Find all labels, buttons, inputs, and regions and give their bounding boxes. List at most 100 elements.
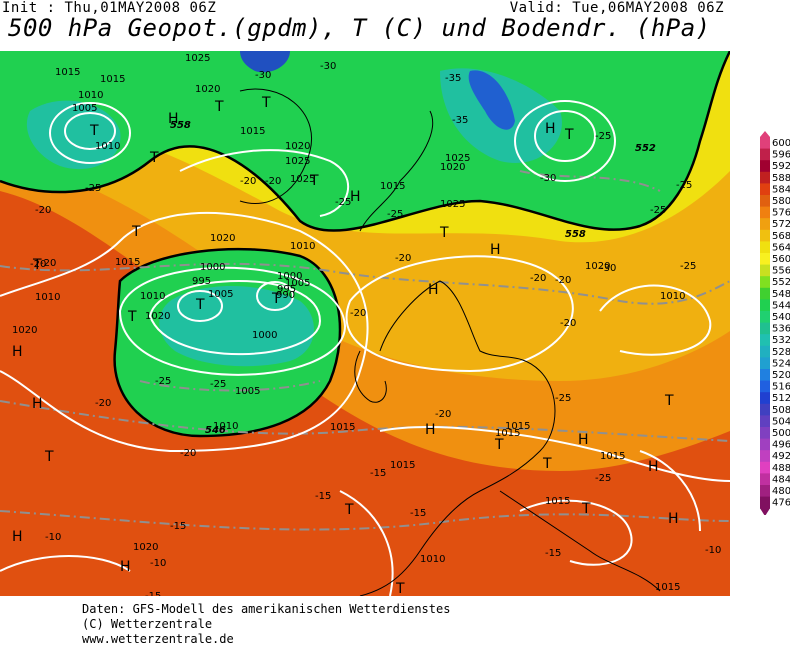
legend-swatch bbox=[760, 264, 770, 277]
legend-level-label: 492 bbox=[772, 451, 790, 462]
temperature-label: -10 bbox=[150, 558, 166, 569]
temperature-label: -25 bbox=[155, 376, 171, 387]
low-pressure-marker: T bbox=[44, 449, 54, 465]
legend-swatch bbox=[760, 218, 770, 231]
pressure-label: 1025 bbox=[285, 156, 310, 167]
legend-swatch bbox=[760, 183, 770, 196]
pressure-label: 1015 bbox=[390, 460, 415, 471]
legend-level-label: 480 bbox=[772, 486, 790, 497]
high-pressure-marker: H bbox=[32, 396, 43, 412]
legend-level-label: 540 bbox=[772, 312, 790, 323]
temperature-label: -20 bbox=[555, 275, 571, 286]
legend-swatch bbox=[760, 334, 770, 347]
pressure-label: 1020 bbox=[145, 311, 170, 322]
legend-swatch bbox=[760, 171, 770, 184]
legend-swatch bbox=[760, 496, 770, 509]
legend-level-label: 588 bbox=[772, 173, 790, 184]
temperature-label: -25 bbox=[595, 473, 611, 484]
pressure-label: 1020 bbox=[195, 84, 220, 95]
legend-level-label: 556 bbox=[772, 266, 790, 277]
high-pressure-marker: H bbox=[545, 121, 556, 137]
pressure-label: 1000 bbox=[252, 330, 277, 341]
temperature-label: -20 bbox=[40, 258, 56, 269]
legend-level-label: 592 bbox=[772, 161, 790, 172]
low-pressure-marker: T bbox=[131, 224, 141, 240]
high-pressure-marker: H bbox=[168, 111, 179, 127]
temperature-label: -20 bbox=[560, 318, 576, 329]
temperature-label: -35 bbox=[445, 73, 461, 84]
pressure-label: 1015 bbox=[505, 421, 530, 432]
legend-level-label: 532 bbox=[772, 335, 790, 346]
temperature-label: -30 bbox=[320, 61, 336, 72]
legend-level-label: 520 bbox=[772, 370, 790, 381]
pressure-label: 1005 bbox=[208, 289, 233, 300]
temperature-label: -20 bbox=[435, 409, 451, 420]
pressure-label: 1015 bbox=[495, 428, 520, 439]
pressure-label: 995 bbox=[277, 284, 296, 295]
temperature-label: -20 bbox=[240, 176, 256, 187]
legend-swatch bbox=[760, 137, 770, 150]
legend-level-label: 504 bbox=[772, 416, 790, 427]
high-pressure-marker: H bbox=[425, 422, 436, 438]
field-teal-2 bbox=[159, 286, 314, 367]
low-pressure-marker: T bbox=[89, 123, 99, 139]
temperature-label: -15 bbox=[145, 591, 161, 596]
legend-level-label: 516 bbox=[772, 382, 790, 393]
legend-level-label: 536 bbox=[772, 324, 790, 335]
temperature-label: -15 bbox=[315, 491, 331, 502]
pressure-label: 1020 bbox=[585, 261, 610, 272]
high-pressure-marker: H bbox=[578, 432, 589, 448]
legend-level-label: 500 bbox=[772, 428, 790, 439]
legend-swatch bbox=[760, 485, 770, 498]
temperature-label: -15 bbox=[410, 508, 426, 519]
pressure-label: 1010 bbox=[213, 421, 238, 432]
pressure-label: 990 bbox=[276, 290, 295, 301]
pressure-label: 1025 bbox=[445, 153, 470, 164]
pressure-label: 1010 bbox=[420, 554, 445, 565]
coastlines bbox=[239, 88, 661, 596]
high-pressure-marker: H bbox=[490, 242, 501, 258]
legend-level-label: 568 bbox=[772, 231, 790, 242]
legend-swatch bbox=[760, 311, 770, 324]
low-pressure-marker: T bbox=[494, 437, 504, 453]
temperature-label: -15 bbox=[170, 521, 186, 532]
temperature-label: -25 bbox=[387, 209, 403, 220]
legend-level-label: 552 bbox=[772, 277, 790, 288]
pressure-label: 1015 bbox=[330, 422, 355, 433]
low-pressure-marker: T bbox=[127, 309, 137, 325]
pressure-label: 1015 bbox=[600, 451, 625, 462]
field-blue-2 bbox=[240, 51, 290, 73]
legend-swatch bbox=[760, 438, 770, 451]
temperature-label: -25 bbox=[555, 393, 571, 404]
height-contour-label: 558 bbox=[170, 120, 191, 131]
high-pressure-marker: H bbox=[120, 559, 131, 575]
temperature-label: -25 bbox=[680, 261, 696, 272]
weather-map[interactable]: 1015101510251010100510101020101510251020… bbox=[0, 51, 730, 596]
pressure-label: 1015 bbox=[100, 74, 125, 85]
low-pressure-marker: T bbox=[261, 95, 271, 111]
temperature-label: -20 bbox=[95, 398, 111, 409]
legend-level-label: 576 bbox=[772, 208, 790, 219]
temperature-label: -30 bbox=[255, 70, 271, 81]
temperature-label: -20 bbox=[35, 205, 51, 216]
legend-swatch bbox=[760, 392, 770, 405]
legend-level-label: 584 bbox=[772, 184, 790, 195]
field-teal-1 bbox=[26, 100, 121, 170]
legend-level-label: 600 bbox=[772, 138, 790, 149]
temperature-label: -20 bbox=[350, 308, 366, 319]
pressure-label: 1010 bbox=[35, 292, 60, 303]
legend-swatch bbox=[760, 403, 770, 416]
temperature-label: -25 bbox=[210, 379, 226, 390]
pressure-label: 1015 bbox=[115, 257, 140, 268]
footer-data-source: Daten: GFS-Modell des amerikanischen Wet… bbox=[82, 602, 451, 616]
init-time: Init : Thu,01MAY2008 06Z bbox=[2, 0, 217, 16]
contour-558 bbox=[0, 51, 730, 232]
low-pressure-marker: T bbox=[564, 127, 574, 143]
high-pressure-marker: H bbox=[12, 529, 23, 545]
legend-swatch bbox=[760, 357, 770, 370]
legend-swatch bbox=[760, 148, 770, 161]
pressure-label: 1015 bbox=[380, 181, 405, 192]
footer-website[interactable]: www.wetterzentrale.de bbox=[82, 632, 234, 646]
pressure-label: 1020 bbox=[133, 542, 158, 553]
legend-swatch bbox=[760, 253, 770, 266]
